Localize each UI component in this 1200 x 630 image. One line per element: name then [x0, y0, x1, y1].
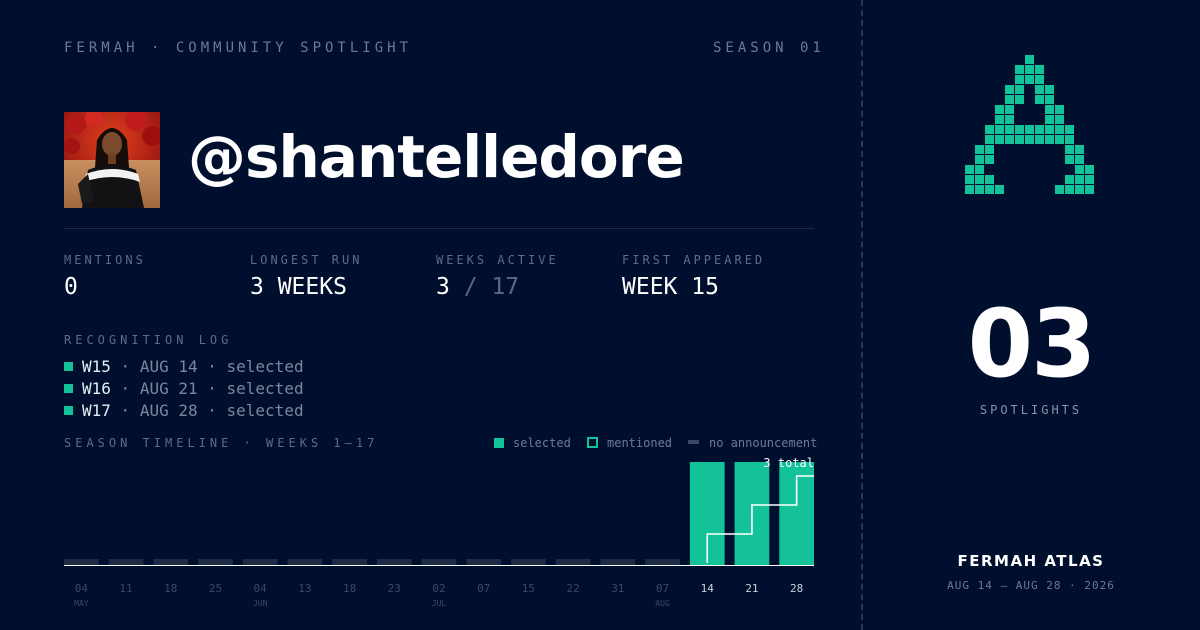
legend-none: no announcement	[688, 436, 817, 450]
stat-first-appeared-label: FIRST APPEARED	[622, 253, 766, 267]
selected-square-icon	[64, 362, 73, 371]
stat-mentions-value: 0	[64, 274, 78, 300]
timeline-bar-none	[153, 559, 189, 565]
timeline-month-label: MAY	[74, 599, 89, 608]
timeline-bar-none	[108, 559, 144, 565]
atlas-title: FERMAH ATLAS	[957, 552, 1105, 570]
weeks-active-count: 3	[436, 274, 450, 300]
panel-divider	[861, 0, 863, 630]
timeline-tick-label: 25	[209, 582, 222, 595]
spotlight-count: 03	[967, 290, 1097, 399]
timeline-tick-label: 31	[611, 582, 624, 595]
stat-longest-run-value: 3 WEEKS	[250, 274, 347, 300]
stat-first-appeared-value: WEEK 15	[622, 274, 719, 300]
timeline-bar-none	[287, 559, 323, 565]
timeline-bar-none	[198, 559, 233, 565]
log-week: W15	[82, 357, 111, 376]
season-label: SEASON 01	[713, 40, 825, 56]
pixel-a-logo-icon	[965, 55, 1094, 194]
weeks-active-separator: /	[463, 274, 478, 300]
log-status: selected	[226, 401, 304, 420]
timeline-tick-label: 04	[75, 582, 89, 595]
list-item: W15 · AUG 14 · selected	[64, 357, 304, 376]
legend-selected: selected	[494, 436, 571, 450]
stat-weeks-active-label: WEEKS ACTIVE	[436, 253, 559, 267]
stat-weeks-active-value: 3 / 17	[436, 274, 519, 300]
profile-handle: @shantelledore	[188, 123, 685, 191]
timeline-bar-none	[645, 559, 680, 565]
timeline-month-label: AUG	[655, 599, 670, 608]
timeline-tick-label: 07	[656, 582, 669, 595]
cumulative-step-line	[706, 475, 814, 563]
timeline-tick-label: 15	[522, 582, 535, 595]
timeline-bar-none	[64, 559, 99, 565]
timeline-bar-none	[466, 559, 502, 565]
log-week: W17	[82, 401, 111, 420]
timeline-bar-none	[421, 559, 457, 565]
timeline-tick-label: 11	[119, 582, 132, 595]
legend-mentioned-label: mentioned	[607, 436, 673, 450]
timeline-tick-label: 18	[164, 582, 177, 595]
timeline-bar-none	[376, 559, 412, 565]
timeline-bar-none	[555, 559, 591, 565]
log-status: selected	[226, 379, 304, 398]
log-status: selected	[226, 357, 304, 376]
season-timeline-chart: 04 11 18 25 04 13 18 23 02 07 15 22 31 07 14 21 28 MAY JUN…	[64, 456, 814, 608]
atlas-date-range: AUG 14 — AUG 28 · 2026	[947, 579, 1115, 592]
timeline-month-label: JUN	[253, 599, 268, 608]
stat-longest-run-label: LONGEST RUN	[250, 253, 363, 267]
timeline-tick-label: 04	[254, 582, 268, 595]
selected-square-icon	[494, 438, 504, 448]
legend-none-label: no announcement	[709, 436, 818, 450]
selected-square-icon	[64, 384, 73, 393]
list-item: W17 · AUG 28 · selected	[64, 401, 304, 420]
avatar-photo-icon	[64, 112, 160, 208]
timeline-tick-label: 14	[701, 582, 715, 595]
list-item: W16 · AUG 21 · selected	[64, 379, 304, 398]
timeline-bar-none	[332, 559, 367, 565]
timeline-tick-label: 02	[432, 582, 445, 595]
legend-mentioned: mentioned	[587, 436, 672, 450]
timeline-tick-label: 28	[790, 582, 803, 595]
legend-selected-label: selected	[513, 436, 571, 450]
timeline-title: SEASON TIMELINE · WEEKS 1–17	[64, 436, 379, 450]
avatar	[64, 112, 160, 208]
log-date: AUG 28	[139, 401, 198, 420]
spotlight-label: SPOTLIGHTS	[979, 403, 1083, 417]
mentioned-square-icon	[587, 437, 598, 448]
timeline-tick-label: 22	[566, 582, 579, 595]
log-date: AUG 21	[139, 379, 198, 398]
brand-line: FERMAH · COMMUNITY SPOTLIGHT	[64, 40, 413, 56]
timeline-tick-label: 21	[745, 582, 758, 595]
weeks-active-total: 17	[491, 274, 520, 300]
recognition-log-title: RECOGNITION LOG	[64, 333, 233, 347]
timeline-bar-none	[600, 559, 636, 565]
timeline-bar-none	[511, 559, 546, 565]
log-date: AUG 14	[139, 357, 198, 376]
timeline-bar-none	[242, 559, 278, 565]
section-divider	[64, 228, 814, 229]
stat-mentions-label: MENTIONS	[64, 253, 146, 267]
timeline-tick-label: 23	[388, 582, 401, 595]
cumulative-total-label: 3 total	[763, 456, 814, 470]
selected-square-icon	[64, 406, 73, 415]
none-dash-icon	[688, 440, 699, 444]
timeline-tick-label: 07	[477, 582, 490, 595]
timeline-month-label: JUL	[432, 599, 447, 608]
log-week: W16	[82, 379, 111, 398]
timeline-tick-label: 13	[298, 582, 311, 595]
timeline-tick-label: 18	[343, 582, 356, 595]
